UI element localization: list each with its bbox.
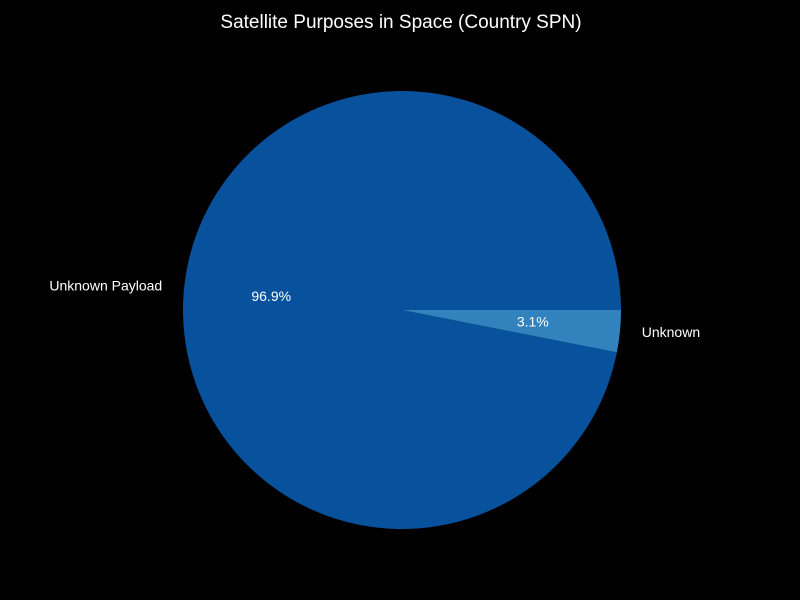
pie-slice-unknown: [402, 310, 621, 353]
slice-label-unknown: Unknown: [642, 324, 700, 340]
slice-percent-unknown-payload: 96.9%: [251, 288, 291, 304]
slice-label-unknown-payload: Unknown Payload: [49, 277, 162, 293]
pie-slices: [182, 91, 621, 530]
pie-slice-unknown-payload: [182, 91, 621, 530]
chart-title: Satellite Purposes in Space (Country SPN…: [220, 12, 581, 33]
pie-labels: Unknown Payload 96.9% Unknown 3.1%: [49, 277, 700, 340]
slice-percent-unknown: 3.1%: [517, 313, 549, 329]
